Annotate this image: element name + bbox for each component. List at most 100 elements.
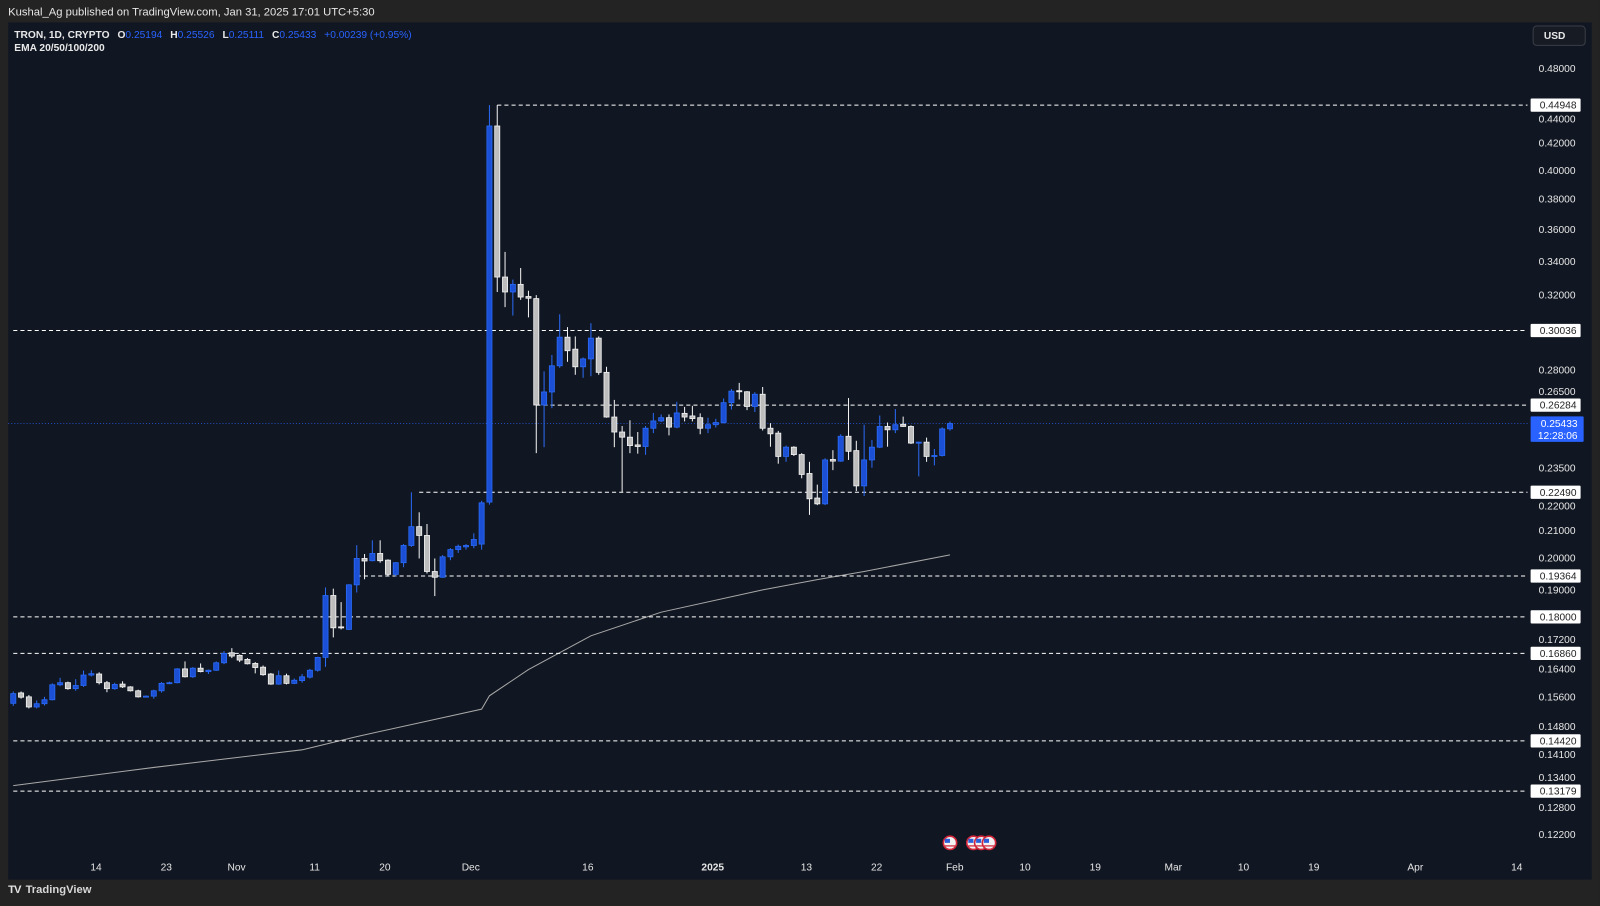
candle-up bbox=[658, 417, 665, 422]
candle-down bbox=[666, 417, 672, 428]
candle-up bbox=[41, 699, 48, 705]
footer-brand: TV TradingView bbox=[8, 884, 91, 896]
candle-up bbox=[111, 684, 118, 690]
candle-down bbox=[806, 473, 813, 500]
y-tick-label: 0.28000 bbox=[1539, 365, 1576, 376]
candle-up bbox=[556, 336, 563, 367]
candle-up bbox=[876, 426, 883, 448]
y-tick-label: 0.17200 bbox=[1539, 635, 1576, 646]
y-tick-label: 0.44000 bbox=[1539, 114, 1576, 125]
last-price-badge bbox=[1530, 416, 1584, 442]
y-tick-label: 0.36000 bbox=[1539, 225, 1576, 236]
x-tick-label: Mar bbox=[1165, 862, 1183, 873]
candle-up bbox=[322, 595, 329, 658]
candle-down bbox=[494, 125, 501, 278]
level-price-label: 0.16860 bbox=[1540, 649, 1577, 660]
candle-up bbox=[166, 682, 173, 685]
candle-up bbox=[509, 283, 516, 293]
candle-down bbox=[25, 696, 32, 708]
candle-down bbox=[798, 454, 805, 475]
chart-panel[interactable] bbox=[8, 22, 1592, 880]
candle-down bbox=[182, 668, 188, 678]
y-tick-label: 0.23500 bbox=[1539, 463, 1576, 474]
high-value: 0.25526 bbox=[177, 29, 215, 41]
candle-up bbox=[189, 667, 196, 678]
candle-down bbox=[681, 412, 688, 418]
candle-up bbox=[463, 545, 469, 548]
level-price-label: 0.26284 bbox=[1540, 401, 1577, 412]
low-value: 0.25111 bbox=[228, 29, 265, 41]
x-tick-label: 19 bbox=[1090, 862, 1102, 873]
y-tick-label: 0.20000 bbox=[1539, 553, 1576, 564]
candle-up bbox=[478, 502, 485, 545]
level-price-badge bbox=[1530, 98, 1581, 112]
level-price-badge bbox=[1530, 734, 1581, 748]
candle-up bbox=[673, 412, 680, 428]
candle-down bbox=[923, 441, 930, 457]
candle-down bbox=[626, 436, 633, 446]
candle-up bbox=[174, 668, 181, 684]
level-price-label: 0.18000 bbox=[1540, 612, 1577, 623]
flag-canton bbox=[968, 838, 974, 843]
symbol-label[interactable]: TRON, 1D, CRYPTO bbox=[14, 29, 110, 41]
level-price-badge bbox=[1530, 398, 1581, 412]
currency-button[interactable]: USD bbox=[1532, 25, 1586, 46]
level-price-label: 0.44948 bbox=[1540, 101, 1577, 112]
candle-up bbox=[548, 365, 555, 393]
candle-down bbox=[119, 683, 126, 688]
indicator-label[interactable]: EMA 20/50/100/200 bbox=[14, 42, 105, 55]
candle-up bbox=[213, 662, 220, 671]
candle-down bbox=[197, 667, 204, 673]
candle-up bbox=[580, 358, 587, 368]
candle-down bbox=[361, 558, 368, 562]
candle-down bbox=[260, 666, 267, 676]
candle-up bbox=[720, 402, 727, 423]
level-price-badge bbox=[1530, 569, 1581, 583]
candle-up bbox=[783, 446, 790, 457]
candle-up bbox=[353, 558, 360, 586]
y-tick-label: 0.21000 bbox=[1539, 526, 1576, 537]
candle-down bbox=[736, 390, 743, 393]
candle-up bbox=[728, 390, 735, 404]
candle-up bbox=[80, 674, 87, 686]
candle-down bbox=[64, 682, 71, 690]
candle-down bbox=[103, 682, 110, 690]
y-tick-label: 0.12200 bbox=[1539, 830, 1576, 841]
candle-down bbox=[775, 432, 782, 457]
open-value: 0.25194 bbox=[125, 29, 163, 41]
candle-up bbox=[541, 391, 548, 406]
y-tick-label: 0.34000 bbox=[1539, 257, 1576, 268]
candle-down bbox=[845, 435, 852, 452]
y-tick-label: 0.48000 bbox=[1539, 64, 1576, 75]
level-price-label: 0.19364 bbox=[1540, 572, 1577, 583]
candle-down bbox=[384, 559, 391, 575]
y-tick-label: 0.12800 bbox=[1539, 803, 1576, 814]
candle-up bbox=[861, 459, 868, 487]
close-value: 0.25433 bbox=[279, 29, 317, 41]
close-key: C bbox=[272, 29, 280, 41]
candle-down bbox=[790, 446, 797, 455]
candle-up bbox=[291, 679, 298, 684]
x-tick-label: 20 bbox=[379, 862, 391, 873]
level-price-badge bbox=[1530, 784, 1581, 798]
x-tick-label: 13 bbox=[801, 862, 813, 873]
candle-down bbox=[525, 296, 532, 299]
candle-up bbox=[150, 690, 157, 697]
x-tick-label: 2025 bbox=[701, 862, 724, 873]
open-key: O bbox=[117, 29, 126, 41]
candle-up bbox=[837, 435, 844, 462]
candle-down bbox=[135, 690, 142, 698]
candle-down bbox=[829, 459, 836, 462]
candle-up bbox=[868, 446, 875, 461]
candle-up bbox=[447, 549, 454, 558]
candle-down bbox=[517, 283, 524, 298]
candle-up bbox=[275, 675, 282, 685]
candle-up bbox=[345, 584, 352, 630]
candle-up bbox=[221, 653, 227, 664]
level-price-label: 0.22490 bbox=[1540, 488, 1577, 499]
candle-up bbox=[49, 684, 56, 701]
candle-up bbox=[947, 423, 953, 430]
candle-up bbox=[57, 682, 64, 686]
level-price-badge bbox=[1530, 610, 1581, 624]
